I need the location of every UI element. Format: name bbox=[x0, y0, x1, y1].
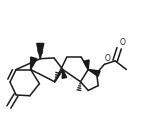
Polygon shape bbox=[83, 60, 89, 70]
Text: Cl: Cl bbox=[37, 47, 44, 56]
Polygon shape bbox=[62, 70, 67, 78]
Text: O: O bbox=[105, 54, 111, 63]
Polygon shape bbox=[37, 43, 44, 59]
Polygon shape bbox=[31, 57, 37, 70]
Text: O: O bbox=[119, 38, 125, 47]
Polygon shape bbox=[88, 70, 100, 76]
